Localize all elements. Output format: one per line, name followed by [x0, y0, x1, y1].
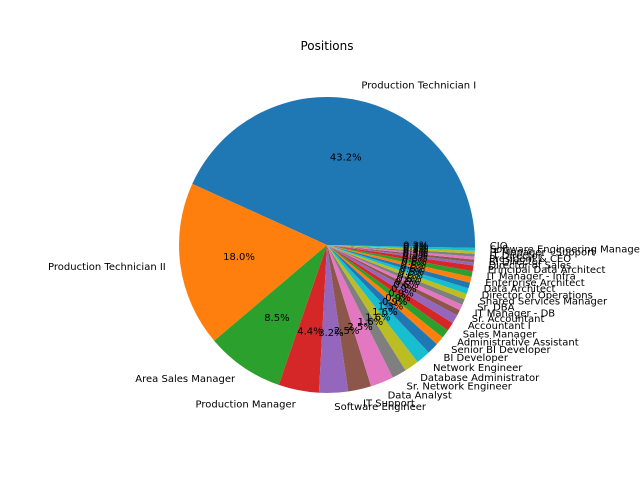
slice-label-senior-bi-developer: Senior BI Developer [451, 345, 551, 356]
slice-software-engineer [318, 245, 349, 394]
pct-label-network-engineer: 1.6% [372, 307, 397, 318]
pct-label-it-manager-infra: 0.6% [401, 257, 426, 268]
pct-label-area-sales-manager: 8.5% [264, 313, 289, 324]
slice-label-accountant-i: Accountant I [468, 321, 531, 332]
slice-label-administrative-assistant: Administrative Assistant [457, 337, 579, 348]
slice-shared-services-manager [327, 245, 467, 300]
slice-label-bi-director: BI Director [489, 257, 543, 268]
pct-label-production-technician-i: 43.2% [330, 153, 362, 164]
slice-label-director-of-operations: Director of Operations [482, 290, 593, 301]
slice-director-of-operations [327, 245, 469, 294]
pct-label-bi-developer: 1.3% [378, 302, 403, 313]
slice-production-manager [278, 245, 327, 393]
slice-sales-manager [327, 245, 453, 331]
pct-label-it-manager-db: 0.6% [395, 277, 420, 288]
slice-label-principal-data-architect: Principal Data Architect [488, 265, 606, 276]
pct-label-administrative-assistant: 0.9% [385, 293, 410, 304]
pct-label-director-of-operations: 0.6% [399, 267, 424, 278]
percentage-labels: 43.2%18.0%8.5%4.4%3.2%2.5%2.5%1.6%1.6%1.… [223, 153, 428, 340]
slice-accountant-i [327, 245, 458, 323]
pct-label-database-administrator: 1.6% [365, 312, 390, 323]
pct-label-software-engineering-manager: 0.3% [403, 242, 428, 253]
slice-network-engineer [327, 245, 429, 363]
slice-label-software-engineering-manager: Software Engineering Manager [490, 244, 640, 255]
slice-software-engineering-manager [327, 245, 475, 251]
slice-area-sales-manager [214, 245, 327, 385]
pct-label-cio: 0.3% [403, 240, 428, 251]
slice-cio [327, 245, 475, 248]
slice-label-sr-accountant: Sr. Accountant [472, 314, 545, 325]
slice-data-analyst [327, 245, 393, 387]
pie-slices [178, 96, 475, 394]
slice-administrative-assistant [327, 245, 448, 338]
slice-senior-bi-developer [327, 245, 443, 345]
slice-label-database-administrator: Database Administrator [420, 373, 540, 384]
slice-label-director-of-sales: Director of Sales [488, 260, 571, 271]
pct-label-accountant-i: 0.9% [391, 284, 416, 295]
slice-label-bi-developer: BI Developer [444, 353, 509, 364]
chart-title: Positions [301, 39, 354, 53]
slice-label-area-sales-manager: Area Sales Manager [135, 374, 236, 385]
pct-label-data-analyst: 2.5% [347, 322, 372, 333]
slice-enterprise-architect [327, 245, 472, 283]
slice-label-it-director: IT Director [489, 251, 542, 262]
pct-label-production-technician-ii: 18.0% [223, 252, 255, 263]
slice-label-cio: CIO [490, 241, 508, 252]
pct-label-sr-dba: 0.6% [396, 274, 421, 285]
slice-label-sales-manager: Sales Manager [463, 329, 538, 340]
slice-label-sr-dba: Sr. DBA [477, 302, 514, 313]
slice-sr-accountant [327, 245, 460, 316]
slice-label-production-technician-ii: Production Technician II [48, 262, 166, 273]
slice-label-data-architect: Data Architect [484, 284, 556, 295]
slice-principal-data-architect [327, 245, 474, 272]
slice-database-administrator [327, 245, 418, 371]
slice-director-of-sales [327, 245, 474, 266]
slice-production-technician-i [192, 96, 475, 245]
pct-label-principal-data-architect: 0.6% [402, 254, 427, 265]
slice-president-ceo [327, 245, 475, 260]
slice-production-technician-ii [178, 183, 327, 341]
slice-sr-dba [327, 245, 465, 305]
slice-label-it-support: IT Support [363, 398, 415, 409]
slice-labels: Production Technician I Production Techni… [48, 80, 640, 413]
slice-label-software-engineer: Software Engineer [334, 402, 427, 413]
slice-it-director [327, 245, 475, 257]
pct-label-president-ceo: 0.3% [403, 247, 428, 258]
slice-label-sr-network-engineer: Sr. Network Engineer [407, 382, 513, 393]
pct-label-shared-services-manager: 0.6% [398, 271, 423, 282]
slice-label-shared-services-manager: Shared Services Manager [480, 296, 608, 307]
slice-label-network-engineer: Network Engineer [433, 363, 523, 374]
pct-label-data-architect: 0.6% [400, 264, 425, 275]
pct-label-sr-accountant: 0.6% [393, 280, 418, 291]
slice-label-it-manager-infra: IT Manager - Infra [487, 272, 576, 283]
pct-label-senior-bi-developer: 0.9% [382, 297, 407, 308]
slice-it-manager-support [327, 245, 475, 254]
pct-label-production-manager: 4.4% [297, 327, 322, 338]
slice-label-data-analyst: Data Analyst [388, 391, 452, 402]
slice-data-architect [327, 245, 471, 289]
slice-label-president-ceo: President & CEO [489, 254, 571, 265]
pct-label-sales-manager: 0.9% [388, 289, 413, 300]
pct-label-it-manager-support: 0.3% [403, 244, 428, 255]
pct-label-it-director: 0.3% [403, 246, 428, 257]
slice-sr-network-engineer [327, 245, 406, 378]
pct-label-enterprise-architect: 0.6% [401, 260, 426, 271]
slice-label-production-manager: Production Manager [196, 399, 297, 410]
slice-bi-director [327, 245, 475, 263]
slice-bi-developer [327, 245, 437, 353]
slice-label-it-manager-db: IT Manager - DB [475, 308, 556, 319]
slice-it-manager-infra [327, 245, 473, 278]
slice-it-support [327, 245, 372, 392]
pct-label-bi-director: 0.3% [403, 249, 428, 260]
slice-label-it-manager-support: IT Manager - Support [490, 248, 596, 259]
slice-label-production-technician-i: Production Technician I [361, 80, 476, 91]
pct-label-it-support: 2.5% [334, 326, 359, 337]
pct-label-software-engineer: 3.2% [318, 328, 343, 339]
pct-label-director-of-sales: 0.3% [402, 251, 427, 262]
pct-label-sr-network-engineer: 1.6% [358, 317, 383, 328]
slice-it-manager-db [327, 245, 463, 311]
slice-label-enterprise-architect: Enterprise Architect [485, 278, 585, 289]
